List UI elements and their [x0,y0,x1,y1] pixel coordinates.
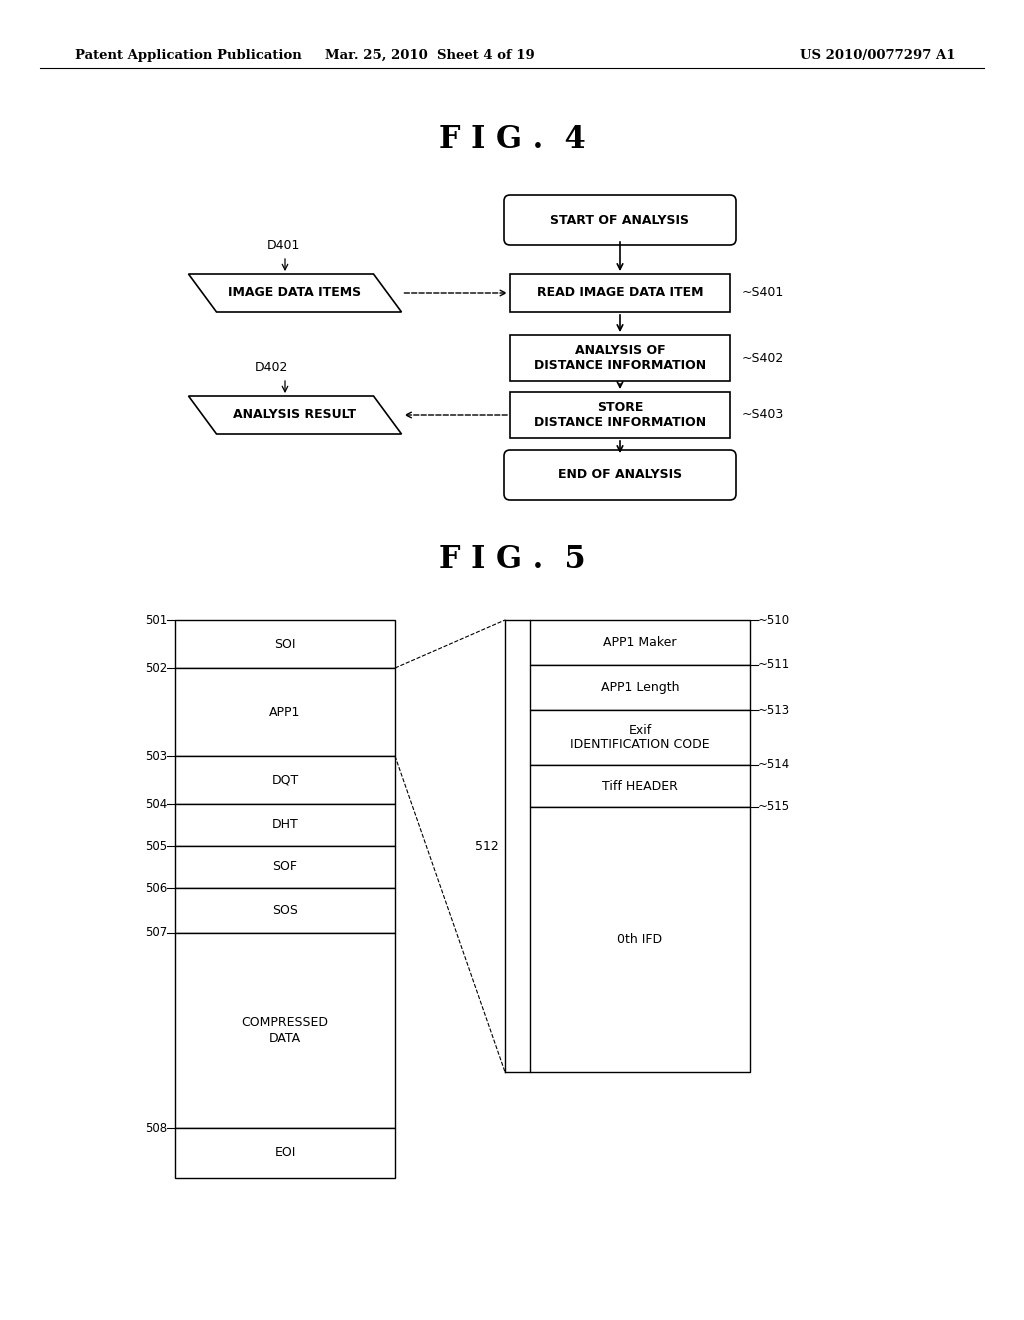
Text: 508: 508 [144,1122,167,1134]
Text: APP1: APP1 [269,705,301,718]
Text: STORE
DISTANCE INFORMATION: STORE DISTANCE INFORMATION [534,401,707,429]
Text: START OF ANALYSIS: START OF ANALYSIS [551,214,689,227]
Text: F I G .  5: F I G . 5 [438,544,586,576]
Text: READ IMAGE DATA ITEM: READ IMAGE DATA ITEM [537,286,703,300]
Bar [175,804,395,846]
Text: ~514: ~514 [758,759,791,771]
Text: APP1 Maker: APP1 Maker [603,636,677,649]
Text: EOI: EOI [274,1147,296,1159]
Text: 501: 501 [144,614,167,627]
Text: 502: 502 [144,661,167,675]
Polygon shape [188,275,401,312]
Text: 507: 507 [144,927,167,940]
Text: SOF: SOF [272,861,298,874]
Text: IMAGE DATA ITEMS: IMAGE DATA ITEMS [228,286,361,300]
Text: ~510: ~510 [758,614,791,627]
Text: SOS: SOS [272,904,298,917]
Text: ANALYSIS RESULT: ANALYSIS RESULT [233,408,356,421]
Text: 0th IFD: 0th IFD [617,933,663,946]
Text: COMPRESSED
DATA: COMPRESSED DATA [242,1016,329,1044]
FancyBboxPatch shape [504,450,736,500]
Bar [510,335,730,381]
Text: Patent Application Publication: Patent Application Publication [75,49,302,62]
Text: ~513: ~513 [758,704,791,717]
Text: F I G .  4: F I G . 4 [438,124,586,156]
Text: ~S402: ~S402 [742,351,784,364]
Text: DHT: DHT [271,818,298,832]
Bar [530,766,750,807]
Text: SOI: SOI [274,638,296,651]
Text: 506: 506 [144,882,167,895]
Bar [510,392,730,438]
Text: ~511: ~511 [758,659,791,672]
Bar [175,846,395,888]
Bar [175,620,395,668]
Bar [530,807,750,1072]
Text: 503: 503 [144,750,167,763]
Bar [175,888,395,933]
Text: US 2010/0077297 A1: US 2010/0077297 A1 [800,49,955,62]
Text: Mar. 25, 2010  Sheet 4 of 19: Mar. 25, 2010 Sheet 4 of 19 [326,49,535,62]
Text: DQT: DQT [271,774,299,787]
Bar [175,668,395,756]
Text: ~S403: ~S403 [742,408,784,421]
Bar [175,756,395,804]
FancyBboxPatch shape [504,195,736,246]
Text: ANALYSIS OF
DISTANCE INFORMATION: ANALYSIS OF DISTANCE INFORMATION [534,345,707,372]
Text: ~S401: ~S401 [742,286,784,300]
Bar [175,1129,395,1177]
Bar [175,933,395,1129]
Text: Tiff HEADER: Tiff HEADER [602,780,678,792]
Text: 512: 512 [475,840,499,853]
Text: APP1 Length: APP1 Length [601,681,679,694]
Text: 504: 504 [144,797,167,810]
Bar [530,665,750,710]
Bar [510,275,730,312]
Polygon shape [188,396,401,434]
Text: D402: D402 [255,360,289,374]
Text: D401: D401 [267,239,300,252]
Bar [530,710,750,766]
Bar [530,620,750,665]
Text: END OF ANALYSIS: END OF ANALYSIS [558,469,682,482]
Text: 505: 505 [144,840,167,853]
Text: ~515: ~515 [758,800,791,813]
Text: Exif
IDENTIFICATION CODE: Exif IDENTIFICATION CODE [570,723,710,751]
